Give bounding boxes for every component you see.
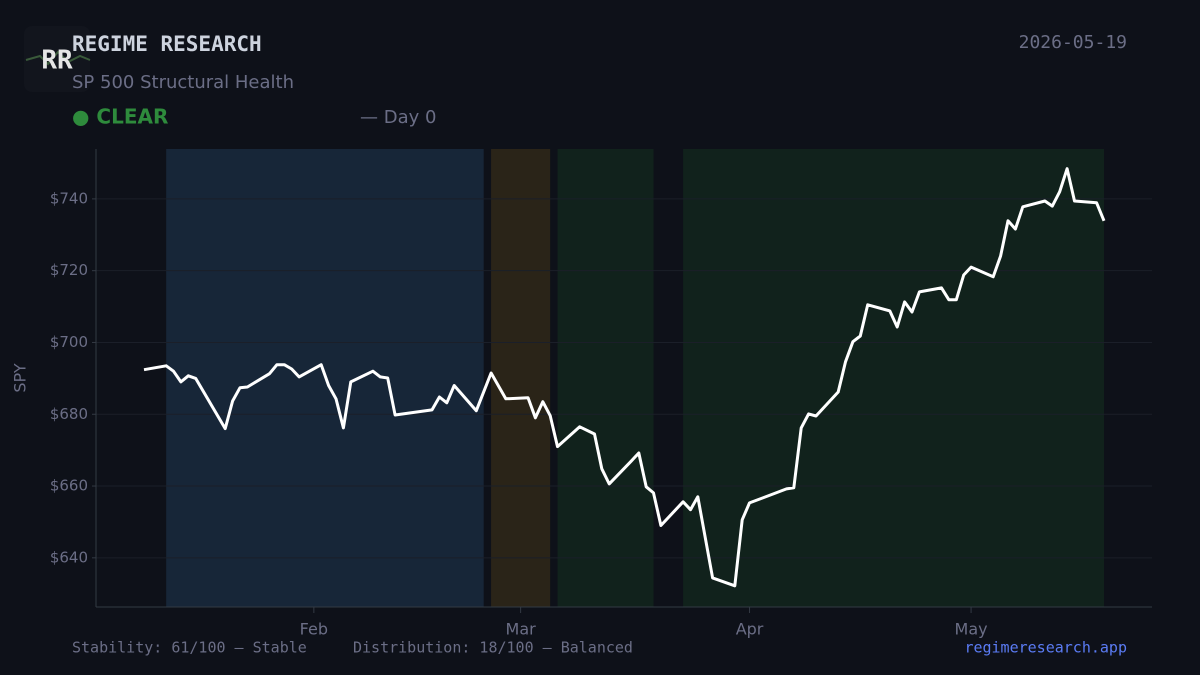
price-line — [143, 167, 1106, 588]
y-tick-label: $740 — [50, 189, 88, 207]
regime-region — [557, 149, 654, 607]
regime-region — [491, 149, 551, 607]
status-detail: — Day 0 — [360, 107, 436, 128]
x-tick-label: Feb — [300, 620, 328, 639]
logo-box — [24, 26, 90, 92]
y-tick-label: $700 — [50, 333, 88, 351]
y-tick-label: $660 — [50, 477, 88, 495]
title: REGIME RESEARCH — [72, 32, 262, 56]
x-tick-label: May — [955, 620, 988, 639]
y-tick-label: $720 — [50, 261, 88, 279]
y-axis-label: SPY — [11, 363, 30, 392]
x-tick-label: Apr — [736, 620, 764, 639]
distribution: Distribution: 18/100 — Balanced — [353, 639, 633, 657]
link[interactable]: regimeresearch.app — [964, 639, 1127, 657]
subtitle: SP 500 Structural Health — [72, 72, 294, 93]
regime-region — [683, 149, 1104, 607]
date: 2026-05-19 — [1019, 32, 1127, 53]
logo: RR — [41, 46, 73, 76]
y-tick-label: $680 — [50, 405, 88, 423]
x-tick-label: Mar — [506, 620, 537, 639]
y-tick-label: $640 — [50, 548, 88, 566]
stability: Stability: 61/100 — Stable — [72, 639, 307, 657]
logo-wave — [25, 50, 91, 66]
status: ● CLEAR — [72, 105, 168, 129]
